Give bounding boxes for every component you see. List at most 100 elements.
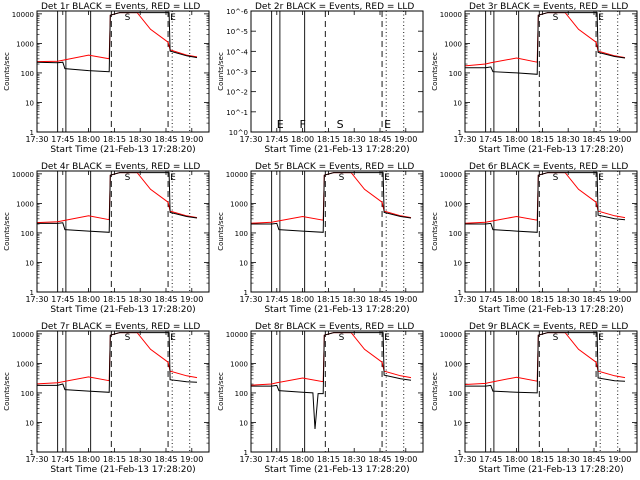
x-axis-label: Start Time (21-Feb-13 17:28:20) — [264, 305, 409, 315]
y-axis-label: Counts/sec — [217, 52, 225, 91]
y-tick-label: 1 — [30, 289, 34, 297]
x-tick-label: 18:00 — [291, 455, 314, 464]
x-tick-label: 18:00 — [291, 295, 314, 304]
x-tick-label: 18:45 — [368, 135, 391, 144]
x-tick-label: 18:30 — [343, 295, 366, 304]
plot-frame — [36, 10, 210, 133]
x-tick-label: 17:30 — [25, 135, 48, 144]
y-tick-label: 1 — [458, 289, 462, 297]
y-tick-label: 10^-4 — [226, 48, 248, 56]
plot-frame — [464, 10, 638, 133]
chart-title: Det 7r BLACK = Events, RED = LLD — [41, 322, 200, 332]
event-marker: E — [598, 173, 604, 183]
x-axis-label: Start Time (21-Feb-13 17:28:20) — [478, 305, 623, 315]
plot-frame — [36, 330, 210, 453]
x-tick-label: 17:45 — [265, 455, 288, 464]
x-tick-label: 19:00 — [394, 135, 417, 144]
y-tick-label: 10000 — [12, 171, 34, 179]
x-tick-label: 18:45 — [154, 455, 177, 464]
x-axis-label: Start Time (21-Feb-13 17:28:20) — [478, 465, 623, 475]
series-line — [465, 12, 626, 75]
x-tick-label: 19:00 — [394, 455, 417, 464]
x-tick-label: 17:45 — [265, 295, 288, 304]
x-tick-label: 18:00 — [77, 455, 100, 464]
series-line — [251, 332, 412, 430]
y-tick-label: 1000 — [444, 40, 462, 48]
x-tick-label: 18:00 — [505, 455, 528, 464]
y-tick-label: 1000 — [230, 200, 248, 208]
event-marker: E — [598, 13, 604, 23]
y-axis-label: Counts/sec — [431, 372, 439, 411]
event-marker: F — [299, 118, 305, 131]
y-tick-label: 10000 — [226, 171, 248, 179]
y-tick-label: 1 — [244, 289, 248, 297]
x-tick-label: 18:45 — [368, 455, 391, 464]
y-tick-label: 10^-3 — [226, 69, 248, 77]
event-marker: S — [339, 173, 345, 183]
x-tick-label: 19:00 — [180, 135, 203, 144]
x-tick-label: 17:45 — [479, 135, 502, 144]
y-tick-label: 10 — [453, 259, 462, 267]
x-tick-label: 17:30 — [239, 135, 262, 144]
y-tick-label: 10000 — [12, 331, 34, 339]
chart-panel: Det 3r BLACK = Events, RED = LLD Counts/s… — [431, 2, 638, 155]
y-axis-label: Counts/sec — [3, 372, 11, 411]
event-marker: E — [170, 13, 176, 23]
y-tick-label: 100 — [449, 70, 462, 78]
y-tick-label: 100 — [21, 390, 34, 398]
y-axis-label: Counts/sec — [431, 52, 439, 91]
x-axis-label: Start Time (21-Feb-13 17:28:20) — [478, 145, 623, 155]
y-tick-label: 10000 — [226, 331, 248, 339]
x-tick-label: 18:30 — [129, 135, 152, 144]
x-tick-label: 18:15 — [317, 455, 340, 464]
x-tick-label: 18:15 — [531, 295, 554, 304]
x-tick-label: 19:00 — [608, 455, 631, 464]
y-axis-label: Counts/sec — [3, 212, 11, 251]
event-marker: E — [384, 333, 390, 343]
y-tick-label: 10 — [25, 99, 34, 107]
series-line — [465, 172, 626, 233]
event-marker: E — [384, 118, 391, 131]
chart-panel: Det 5r BLACK = Events, RED = LLD Counts/s… — [217, 162, 424, 315]
x-tick-label: 18:45 — [368, 295, 391, 304]
series-line — [251, 172, 412, 233]
event-marker: S — [553, 333, 559, 343]
event-marker: S — [125, 333, 131, 343]
x-tick-label: 17:30 — [453, 455, 476, 464]
y-tick-label: 1000 — [230, 360, 248, 368]
event-marker: E — [170, 173, 176, 183]
chart-panel: Det 6r BLACK = Events, RED = LLD Counts/s… — [431, 162, 638, 315]
x-tick-label: 18:00 — [291, 135, 314, 144]
chart-title: Det 3r BLACK = Events, RED = LLD — [469, 2, 628, 12]
y-tick-label: 1000 — [16, 200, 34, 208]
y-tick-label: 10^-6 — [226, 8, 248, 16]
y-tick-label: 1000 — [444, 360, 462, 368]
x-axis-label: Start Time (21-Feb-13 17:28:20) — [50, 305, 195, 315]
y-tick-label: 100 — [21, 70, 34, 78]
series-line — [37, 172, 198, 233]
chart-panel: Det 2r BLACK = Events, RED = LLD Counts/s… — [217, 2, 424, 155]
y-tick-label: 10^-1 — [226, 109, 248, 117]
event-marker: E — [170, 333, 176, 343]
x-axis-label: Start Time (21-Feb-13 17:28:20) — [50, 465, 195, 475]
x-tick-label: 17:45 — [51, 455, 74, 464]
x-tick-label: 18:15 — [103, 295, 126, 304]
x-tick-label: 17:30 — [25, 455, 48, 464]
x-tick-label: 18:45 — [154, 295, 177, 304]
event-marker: S — [125, 13, 131, 23]
chart-title: Det 6r BLACK = Events, RED = LLD — [469, 162, 628, 172]
y-tick-label: 100 — [21, 230, 34, 238]
event-marker: E — [598, 333, 604, 343]
x-tick-label: 17:45 — [51, 295, 74, 304]
x-tick-label: 18:15 — [531, 455, 554, 464]
x-tick-label: 17:30 — [453, 295, 476, 304]
x-tick-label: 18:30 — [557, 455, 580, 464]
y-tick-label: 100 — [235, 230, 248, 238]
y-axis-label: Counts/sec — [3, 52, 11, 91]
x-tick-label: 18:30 — [557, 295, 580, 304]
y-tick-label: 1000 — [16, 40, 34, 48]
x-tick-label: 18:45 — [154, 135, 177, 144]
x-tick-label: 18:30 — [343, 135, 366, 144]
y-axis-label: Counts/sec — [217, 372, 225, 411]
